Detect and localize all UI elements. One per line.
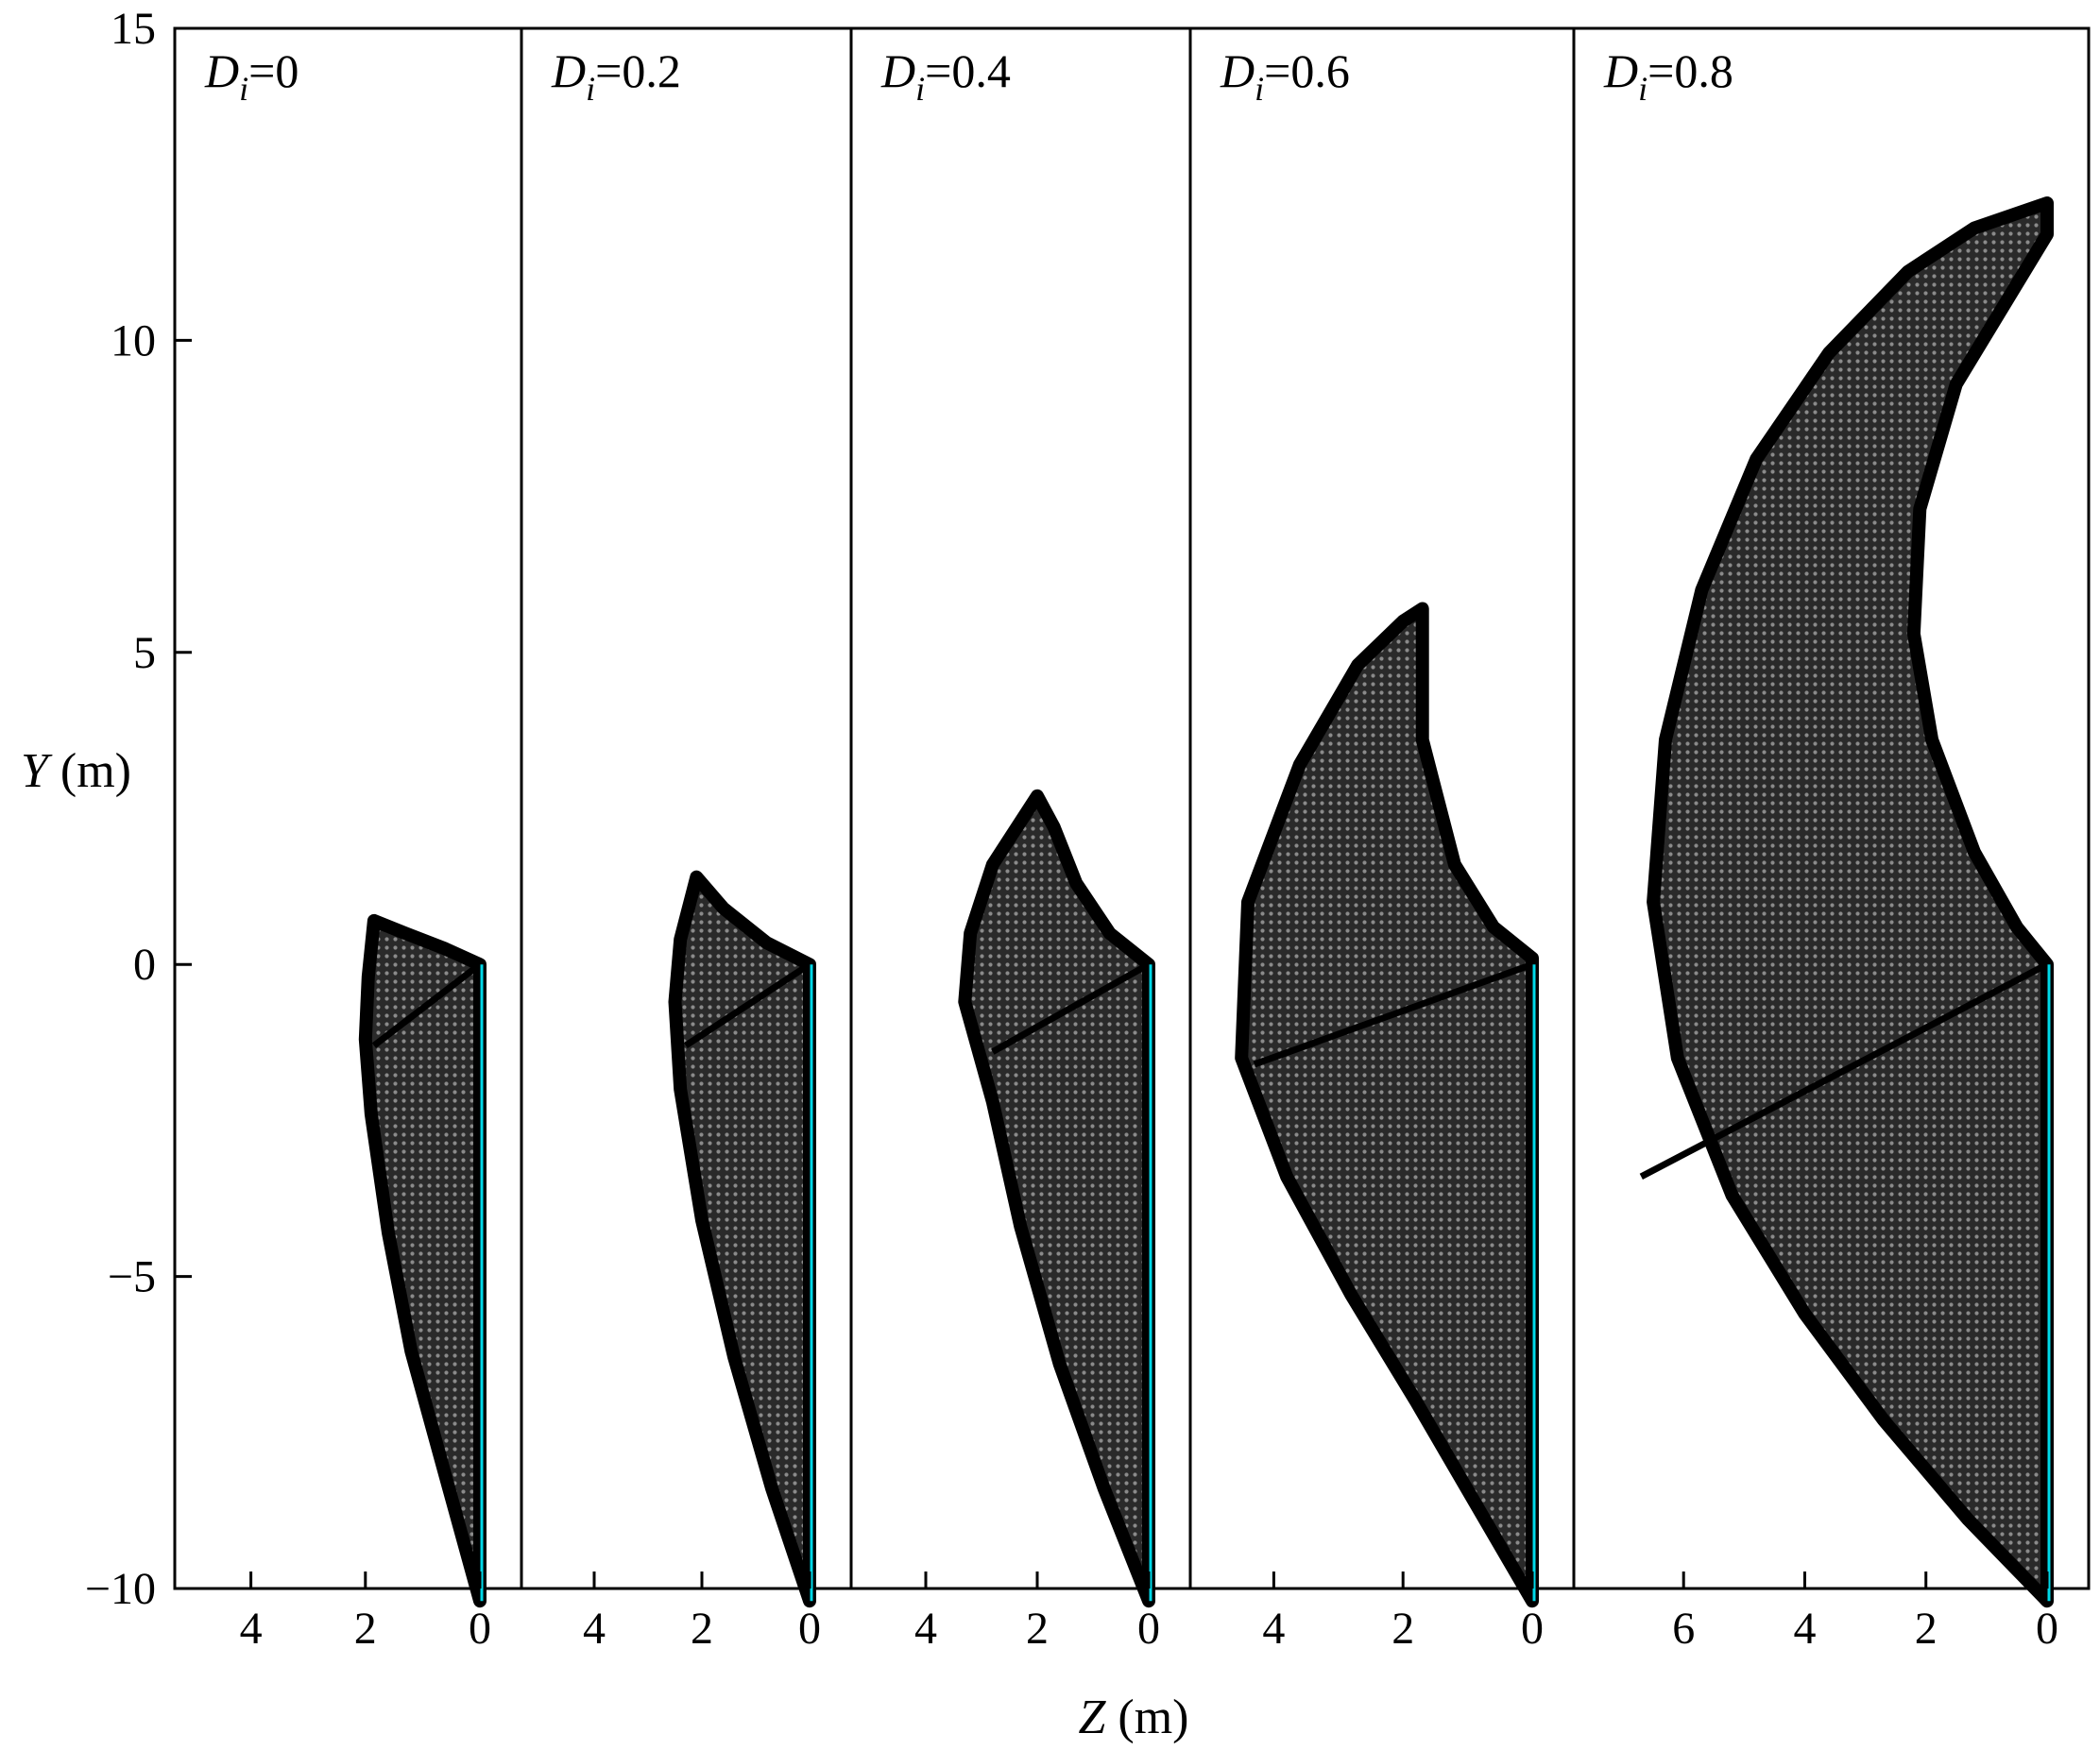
x-tick-label: 0 [469,1604,491,1654]
svg-text:Z (m): Z (m) [1078,1691,1188,1744]
x-tick-label: 4 [1262,1604,1285,1654]
mesh-region [958,789,1155,1608]
panel-2: 4 2 0 Di=0.4 [849,26,1192,1654]
y-axis-symbol: Y [21,744,53,798]
panel-label: Di=0 [204,44,299,108]
mesh-region [1647,196,2054,1608]
y-axis: 15 10 5 0 −5 −10 [85,4,192,1614]
x-axis-unit: (m) [1105,1691,1188,1744]
mesh-region [668,870,816,1608]
panel-0: 4 2 0 Di=0 [173,26,523,1654]
x-tick-label: 4 [1793,1604,1816,1654]
y-axis-unit: (m) [48,744,131,798]
panel-frame [1572,26,2091,1590]
panel-1: 4 2 0 Di=0.2 [520,26,853,1654]
y-axis-title: Y (m) [21,744,131,798]
x-tick-label: 0 [1137,1604,1160,1654]
y-tick-label: −5 [108,1252,156,1302]
svg-text:Y (m): Y (m) [21,744,131,798]
panel-label: Di=0.2 [551,44,681,108]
x-tick-label: 6 [1672,1604,1695,1654]
x-tick-label: 0 [2036,1604,2058,1654]
x-tick-label: 0 [798,1604,821,1654]
panel-4: 6 4 2 0 Di=0.8 [1572,26,2091,1654]
mesh-region [358,913,487,1608]
panel-label: Di=0.6 [1220,44,1350,108]
y-tick-label: −10 [85,1564,156,1614]
panel-3: 4 2 0 Di=0.6 [1188,26,1576,1654]
x-tick-label: 4 [240,1604,263,1654]
x-tick-label: 2 [691,1604,713,1654]
panel-label: Di=0.4 [880,44,1011,108]
y-tick-label: 5 [133,628,156,678]
mesh-seam [371,961,483,1048]
panel-label: Di=0.8 [1603,44,1733,108]
panels: 4 2 0 Di=0 4 2 0 Di=0.2 4 2 0 Di=0.4 4 2 0 Di=0.6 6 4 2 0 Di… [173,26,2091,1654]
x-axis-symbol: Z [1078,1691,1106,1744]
mesh-region [1235,602,1539,1608]
y-tick-label: 15 [111,4,156,54]
y-tick-label: 10 [111,315,156,365]
mesh-seam [683,961,811,1049]
x-tick-label: 0 [1521,1604,1544,1654]
mesh-seam [991,961,1151,1055]
x-tick-label: 4 [583,1604,606,1654]
mesh-seam [1639,961,2049,1180]
x-tick-label: 4 [914,1604,937,1654]
x-tick-label: 2 [1391,1604,1414,1654]
y-tick-label: 0 [133,940,156,990]
x-tick-label: 2 [1915,1604,1938,1654]
x-axis-title: Z (m) [1078,1691,1188,1744]
mesh-seam [1253,960,1534,1068]
x-tick-label: 2 [1026,1604,1049,1654]
x-tick-label: 2 [354,1604,377,1654]
